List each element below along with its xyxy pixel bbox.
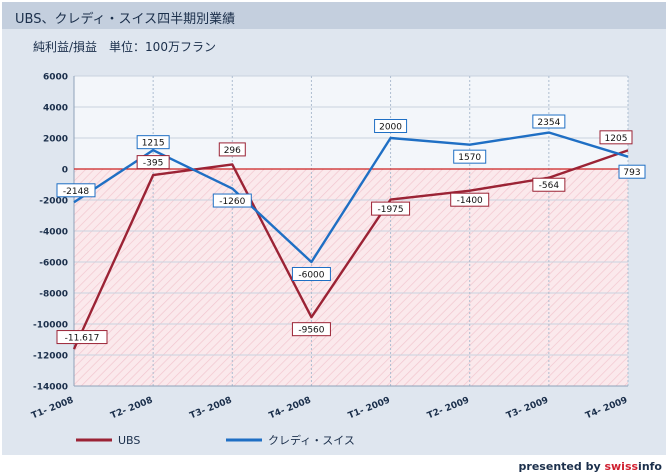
- credit-brand-a: swiss: [604, 460, 639, 473]
- ubs-data-label-box: [56, 330, 108, 345]
- y-tick-label: 6000: [43, 73, 68, 83]
- cs-data-label-box: [453, 149, 487, 164]
- title-bar: UBS、クレディ・スイス四半期別業績: [2, 2, 666, 29]
- cs-data-label-box: [212, 193, 252, 208]
- y-tick-label: -2000: [39, 197, 68, 207]
- ubs-data-label: -9560: [298, 326, 324, 336]
- y-tick-label: 2000: [43, 135, 68, 145]
- cs-data-label-box: [618, 164, 646, 179]
- credit-line: presented by swissinfo: [519, 460, 662, 473]
- y-tick-label: 0: [62, 166, 68, 176]
- y-tick-label: -8000: [39, 290, 68, 300]
- chart-subtitle: 純利益/損益 単位：100万フラン: [33, 40, 216, 54]
- x-tick-label: T4- 2008: [268, 396, 313, 422]
- ubs-data-label-box: [218, 142, 246, 157]
- ubs-data-label: 1205: [605, 134, 628, 144]
- cs-data-label-box: [291, 267, 331, 281]
- y-tick-label: -4000: [39, 228, 68, 238]
- ubs-data-label: -11.617: [65, 334, 100, 344]
- y-tick-label: -6000: [39, 259, 68, 269]
- ubs-data-label: -1975: [377, 205, 403, 215]
- y-tick-label: -12000: [33, 352, 68, 362]
- ubs-data-label: 296: [224, 146, 241, 156]
- cs-data-label: 1570: [458, 153, 481, 163]
- x-tick-label: T2- 2008: [109, 396, 154, 422]
- ubs-data-label-box: [599, 130, 633, 145]
- x-tick-label: T1- 2008: [30, 396, 75, 422]
- y-tick-label: -14000: [33, 383, 68, 393]
- y-tick-label: -10000: [33, 321, 68, 331]
- x-tick-label: T4- 2009: [584, 396, 629, 422]
- chart-title: UBS、クレディ・スイス四半期別業績: [15, 12, 236, 27]
- cs-legend-label: クレディ・スイス: [268, 433, 355, 447]
- negative-area: [74, 169, 628, 386]
- x-tick-label: T1- 2009: [347, 396, 392, 422]
- x-tick-label: T3- 2009: [505, 396, 550, 422]
- cs-data-label-box: [56, 183, 96, 198]
- ubs-data-label: -1400: [457, 196, 483, 206]
- cs-data-label: 2354: [537, 118, 560, 128]
- cs-data-label: 2000: [379, 123, 402, 133]
- x-tick-label: T3- 2008: [189, 396, 234, 422]
- cs-data-label: 1215: [142, 139, 165, 149]
- ubs-data-label-box: [291, 322, 331, 337]
- cs-data-label-box: [532, 114, 566, 129]
- ubs-data-label-box: [371, 201, 411, 216]
- ubs-data-label: -395: [143, 159, 163, 169]
- cs-data-label: 793: [623, 168, 640, 178]
- cs-data-label-box: [374, 119, 408, 133]
- ubs-data-label-box: [450, 192, 490, 207]
- ubs-legend-label: UBS: [118, 434, 140, 447]
- ubs-data-label: -564: [539, 181, 560, 191]
- cs-data-label: -6000: [298, 271, 324, 281]
- x-tick-label: T2- 2009: [426, 396, 471, 422]
- cs-data-label-box: [136, 135, 170, 150]
- credit-brand-b: info: [638, 460, 662, 473]
- credit-prefix: presented by: [518, 460, 601, 473]
- ubs-data-label-box: [532, 177, 566, 192]
- cs-data-label: -2148: [63, 187, 89, 197]
- cs-data-label: -1260: [219, 197, 245, 207]
- y-tick-label: 4000: [43, 104, 68, 114]
- ubs-data-label-box: [136, 155, 170, 170]
